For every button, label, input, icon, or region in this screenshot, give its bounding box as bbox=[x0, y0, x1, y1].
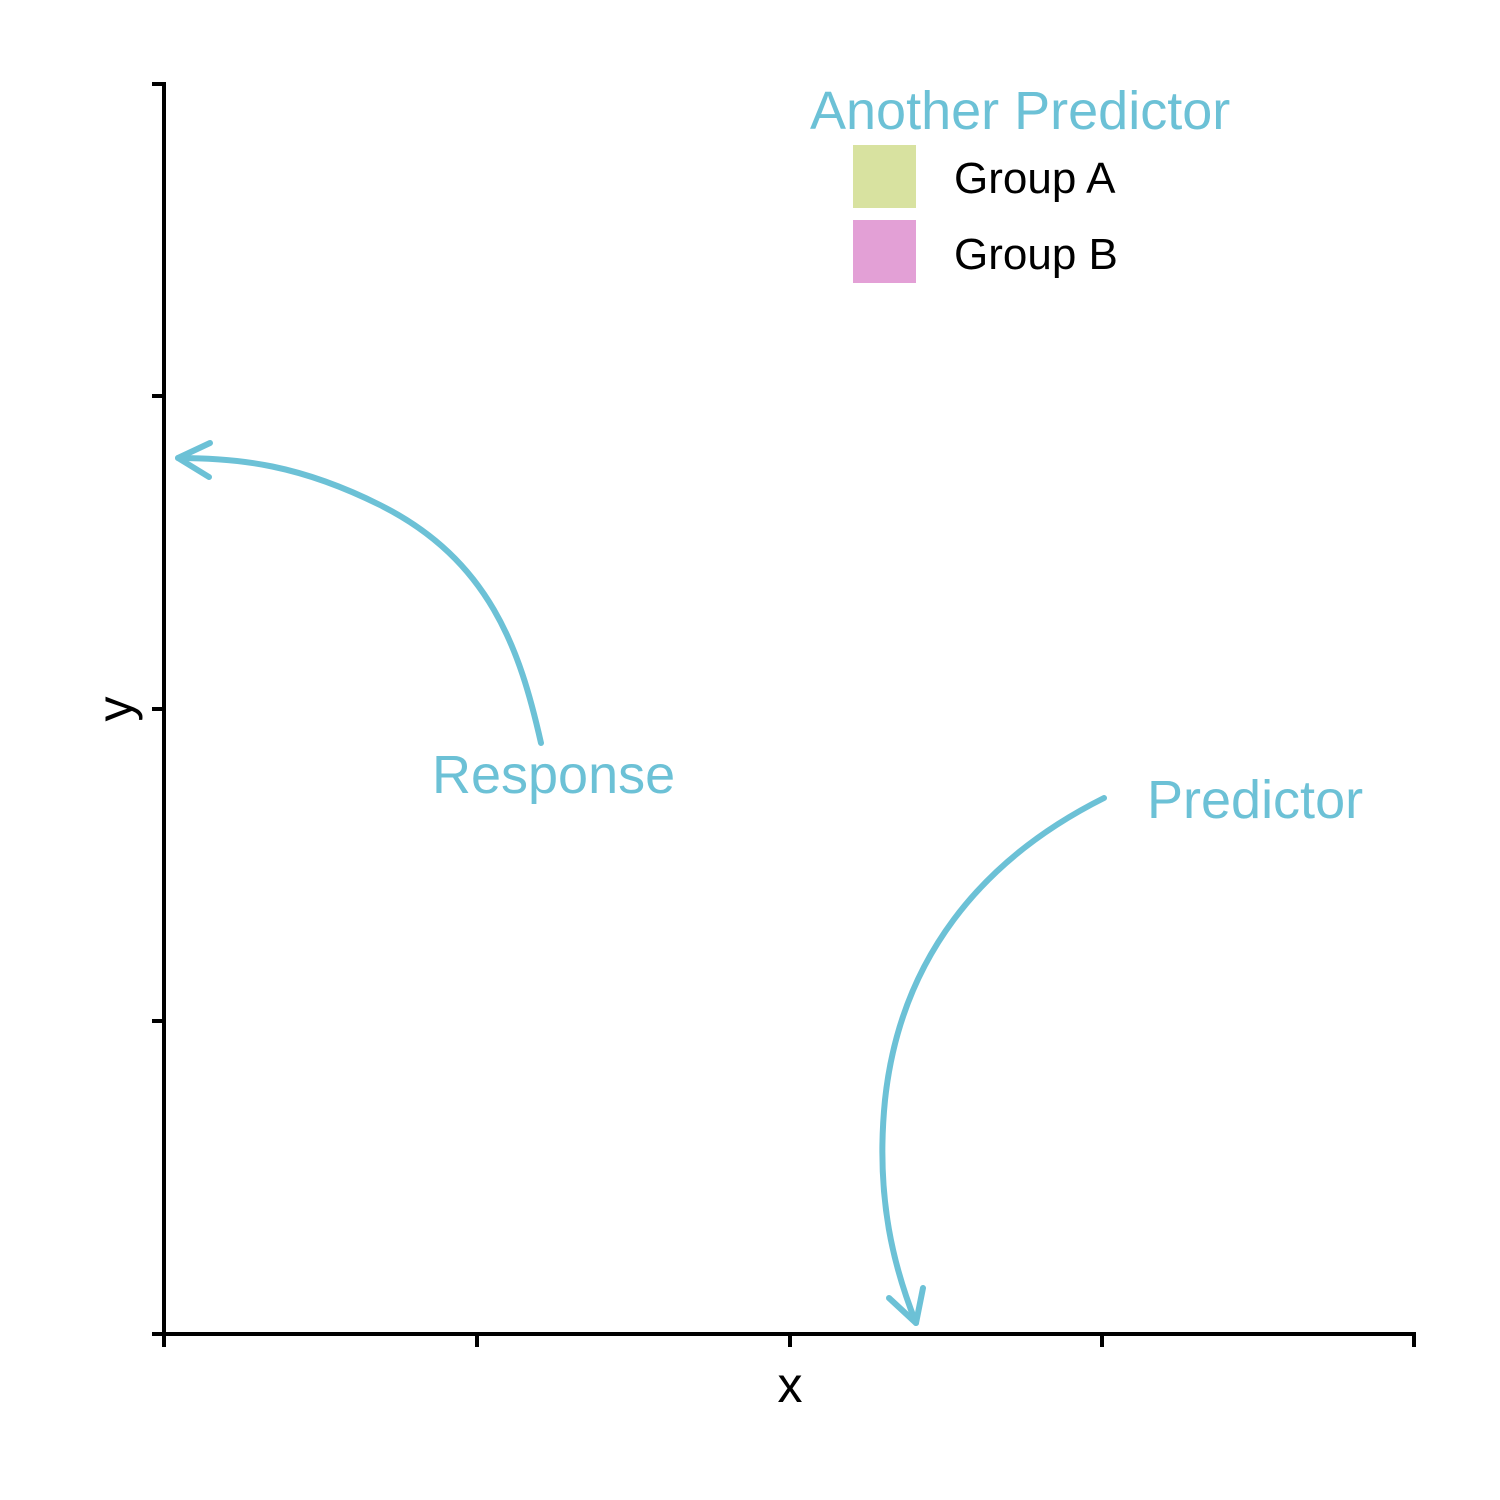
predictor-arrow bbox=[879, 795, 1107, 1326]
response-arrow bbox=[175, 455, 544, 746]
response-label: Response bbox=[432, 745, 675, 805]
x-axis-label: x bbox=[778, 1357, 803, 1413]
predictor-label: Predictor bbox=[1147, 770, 1363, 830]
legend-label-group-a: Group A bbox=[954, 154, 1116, 203]
response-arrowhead-icon bbox=[175, 440, 213, 480]
legend-label-group-b: Group B bbox=[954, 230, 1118, 279]
predictor-arrowhead-icon bbox=[886, 1285, 926, 1326]
legend-swatch-group-a bbox=[853, 145, 916, 208]
legend-swatch-group-b bbox=[853, 220, 916, 283]
legend: Another Predictor Group A Group B bbox=[810, 81, 1230, 283]
legend-title: Another Predictor bbox=[810, 81, 1230, 141]
axes bbox=[152, 82, 1416, 1347]
y-axis-label: y bbox=[87, 697, 143, 722]
annotation-arrows bbox=[175, 440, 1107, 1326]
